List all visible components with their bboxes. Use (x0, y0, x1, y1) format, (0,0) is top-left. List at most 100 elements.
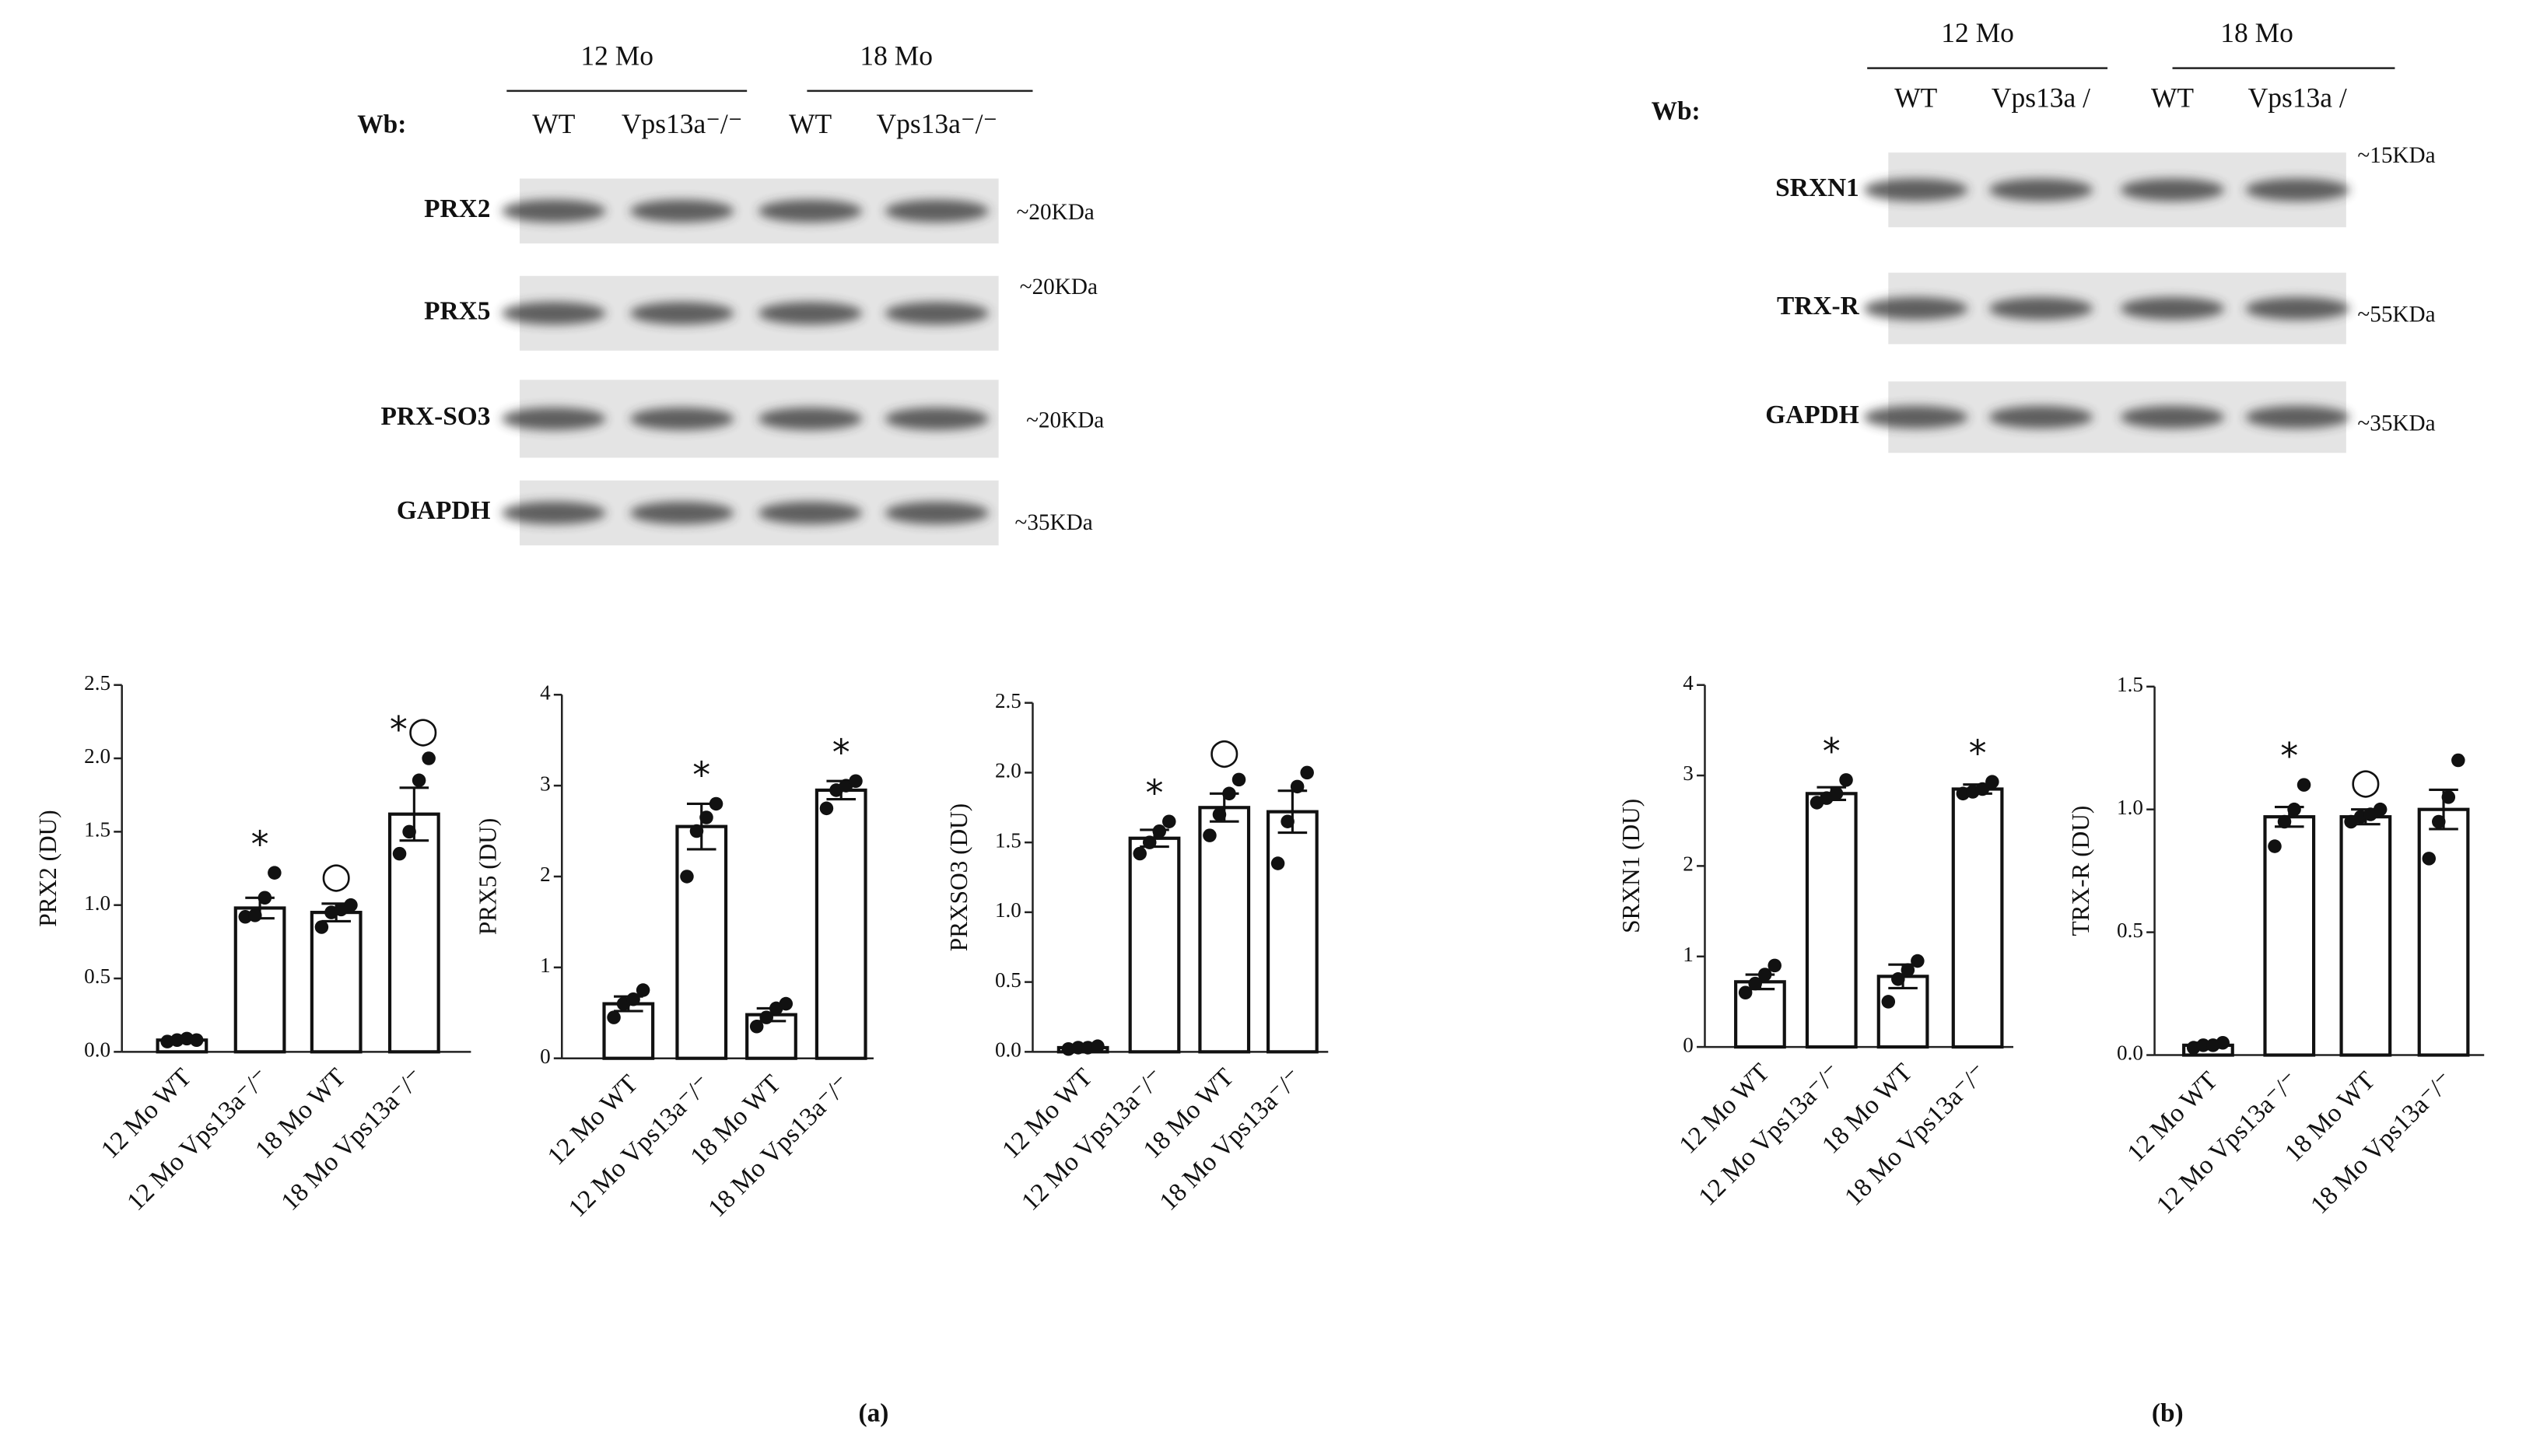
data-point (1891, 972, 1905, 986)
bar (1266, 810, 1319, 1054)
lane-label: WT (2151, 82, 2194, 114)
size-label: ~20KDa (1020, 275, 1098, 299)
data-point (2297, 778, 2311, 792)
bar (1198, 806, 1251, 1054)
blot-band (758, 501, 863, 525)
blot-band (629, 199, 734, 222)
lane-label: WT (789, 108, 832, 139)
blot-band (502, 302, 606, 325)
y-tick-label: 4 (1683, 671, 1694, 695)
row-label: GAPDH (397, 496, 491, 525)
data-point (412, 773, 426, 788)
blot-band (2245, 178, 2349, 201)
data-point (422, 751, 436, 765)
data-point (314, 920, 329, 934)
group-label: 18 Mo (860, 40, 933, 71)
data-point (1270, 856, 1285, 870)
size-label: ~20KDa (1026, 408, 1104, 432)
blot-band (1988, 178, 2093, 201)
y-tick-label: 4 (540, 681, 551, 704)
data-point (636, 983, 650, 997)
data-point (2287, 802, 2301, 817)
data-point (626, 992, 640, 1006)
lane-label: Vps13a⁻/⁻ (622, 108, 743, 139)
data-point (1142, 835, 1157, 849)
data-point (749, 1020, 764, 1034)
y-tick-label: 0.0 (2117, 1041, 2143, 1065)
y-tick-label: 1.0 (995, 898, 1021, 922)
x-tick-label: 18 Mo Vps13a⁻/⁻ (2305, 1066, 2458, 1220)
bar (233, 906, 286, 1054)
bar (2417, 807, 2470, 1057)
blot-band (502, 407, 606, 431)
data-point (1748, 976, 1762, 991)
significance: *○ (390, 709, 439, 751)
data-point (1281, 814, 1295, 828)
data-point (2441, 790, 2456, 804)
significance: ○ (2350, 760, 2381, 802)
data-point (402, 824, 416, 839)
blot-band (885, 501, 990, 525)
lane-label: Vps13a / (1992, 82, 2090, 114)
y-tick-label: 0.5 (84, 964, 110, 988)
data-point (2432, 814, 2446, 829)
size-label: ~35KDa (1015, 510, 1093, 535)
y-axis-label: SRXN1 (DU) (1617, 799, 1645, 933)
bar (815, 788, 867, 1060)
data-point (699, 810, 713, 824)
data-point (2451, 753, 2465, 768)
data-point (1839, 773, 1853, 787)
data-point (779, 996, 794, 1011)
x-tick-label: 18 Mo Vps13a⁻/⁻ (275, 1062, 429, 1216)
data-point (1985, 775, 1999, 789)
data-point (849, 774, 863, 789)
data-point (1231, 772, 1246, 787)
row-label: PRX2 (424, 194, 490, 223)
data-point (1203, 828, 1217, 842)
data-point (1133, 846, 1147, 861)
blot-band (1988, 405, 2093, 429)
significance: * (832, 731, 850, 773)
y-tick-label: 0 (1683, 1033, 1694, 1056)
blot-band (1864, 296, 1968, 320)
y-tick-label: 0.5 (995, 968, 1021, 992)
significance: ○ (1209, 730, 1240, 772)
lane-label: Vps13a⁻/⁻ (877, 108, 998, 139)
y-axis-label: TRX-R (DU) (2067, 806, 2094, 936)
blot-band (502, 501, 606, 525)
y-tick-label: 2.5 (84, 671, 110, 695)
blot-band (2120, 405, 2225, 429)
y-tick-label: 2.5 (995, 689, 1021, 712)
blot-band (758, 302, 863, 325)
blot-band (629, 302, 734, 325)
blot-band (1864, 405, 1968, 429)
data-point (759, 1010, 773, 1024)
y-tick-label: 0.0 (84, 1038, 110, 1062)
data-point (2268, 839, 2282, 853)
row-label: PRX-SO3 (381, 402, 491, 431)
size-label: ~20KDa (1017, 200, 1095, 225)
bar (675, 824, 728, 1060)
significance: * (692, 754, 710, 796)
x-tick-label: 12 Mo Vps13a⁻/⁻ (121, 1062, 275, 1216)
data-point (1071, 1041, 1085, 1055)
y-tick-label: 1.5 (84, 818, 110, 842)
significance: * (2280, 735, 2298, 777)
data-point (819, 801, 834, 816)
data-point (1901, 963, 1915, 977)
group-label: 12 Mo (1941, 17, 2014, 48)
x-tick-label: 18 Mo Vps13a⁻/⁻ (1839, 1058, 1992, 1211)
y-tick-label: 0.0 (995, 1038, 1021, 1062)
lane-label: WT (532, 108, 575, 139)
data-point (1738, 985, 1753, 1000)
significance: * (1146, 772, 1164, 814)
data-point (689, 824, 704, 838)
blot-band (629, 501, 734, 525)
y-axis-label: PRX5 (DU) (475, 818, 502, 935)
bar (1805, 792, 1858, 1049)
row-label: TRX-R (1777, 292, 1860, 320)
blot-band (2245, 296, 2349, 320)
wb-label: Wb: (357, 110, 406, 138)
blot-band (2245, 405, 2349, 429)
